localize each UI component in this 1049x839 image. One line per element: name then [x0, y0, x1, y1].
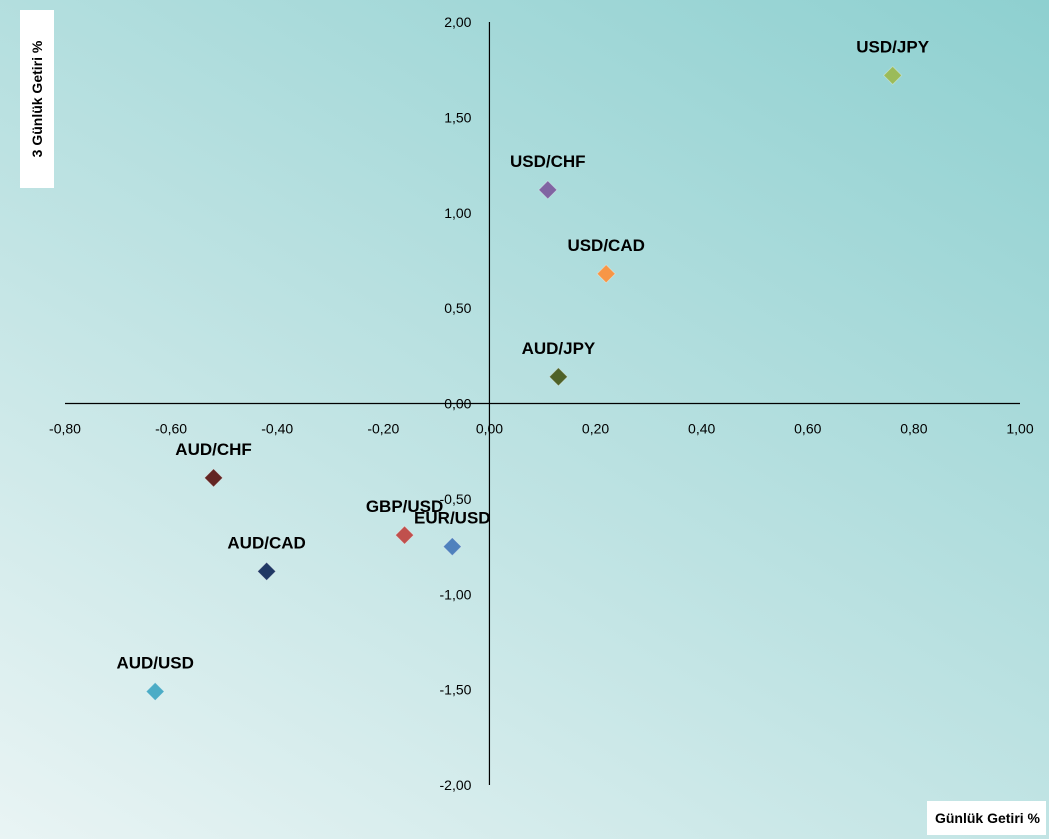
x-tick-label: -0,80 — [49, 421, 81, 437]
point-label-aud-usd: AUD/USD — [116, 654, 193, 673]
data-point-usd-jpy — [883, 65, 903, 85]
point-label-gbp-usd: GBP/USD — [366, 497, 443, 516]
point-labels: USD/JPY USD/CHF USD/CAD AUD/JPY AUD/CHF GBP/U… — [116, 37, 929, 672]
x-tick-label: 0,80 — [900, 421, 927, 437]
data-point-aud-jpy — [548, 367, 568, 387]
point-label-usd-cad: USD/CAD — [567, 236, 644, 255]
data-point-aud-usd — [145, 681, 165, 702]
point-label-usd-chf: USD/CHF — [510, 152, 586, 171]
y-tick-label: 0,00 — [444, 396, 471, 412]
x-tick-label: -0,40 — [261, 421, 293, 437]
y-tick-label: -1,00 — [440, 586, 472, 602]
data-point-usd-chf — [538, 180, 558, 200]
y-axis-title-text: 3 Günlük Getiri % — [29, 40, 45, 158]
x-axis-ticks: -0,80 -0,60 -0,40 -0,20 0,00 0,20 0,40 0,60 0,80… — [49, 421, 1034, 437]
point-label-usd-jpy: USD/JPY — [856, 37, 929, 56]
x-tick-label: -0,20 — [367, 421, 399, 437]
y-axis-ticks: 2,00 1,50 1,00 0,50 0,00 -0,50 -1,00 -1,50 -2,00 — [440, 14, 472, 793]
x-axis-title: Günlük Getiri % — [926, 801, 1046, 835]
y-tick-label: -1,50 — [440, 682, 472, 698]
point-label-aud-jpy: AUD/JPY — [522, 339, 596, 358]
point-label-aud-chf: AUD/CHF — [175, 440, 252, 459]
y-tick-label: -2,00 — [440, 777, 472, 793]
point-label-eur-usd: EUR/USD — [414, 509, 491, 528]
y-tick-label: 1,00 — [444, 205, 471, 221]
data-point-eur-usd — [442, 536, 462, 557]
data-point-aud-chf — [203, 468, 224, 488]
x-tick-label: 0,00 — [476, 421, 503, 437]
point-label-aud-cad: AUD/CAD — [227, 533, 305, 552]
data-points — [145, 65, 903, 702]
y-tick-label: -0,50 — [440, 491, 472, 507]
data-point-gbp-usd — [394, 525, 415, 545]
data-point-usd-cad — [596, 264, 616, 284]
y-axis-title: 3 Günlük Getiri % — [20, 10, 54, 188]
y-tick-label: 2,00 — [444, 14, 471, 30]
x-tick-label: 0,20 — [582, 421, 609, 437]
y-tick-label: 1,50 — [444, 109, 471, 125]
data-point-aud-cad — [257, 561, 277, 581]
y-tick-label: 0,50 — [444, 300, 471, 316]
x-tick-label: 1,00 — [1006, 421, 1033, 437]
x-tick-label: 0,40 — [688, 421, 715, 437]
x-tick-label: -0,60 — [155, 421, 187, 437]
x-tick-label: 0,60 — [794, 421, 821, 437]
